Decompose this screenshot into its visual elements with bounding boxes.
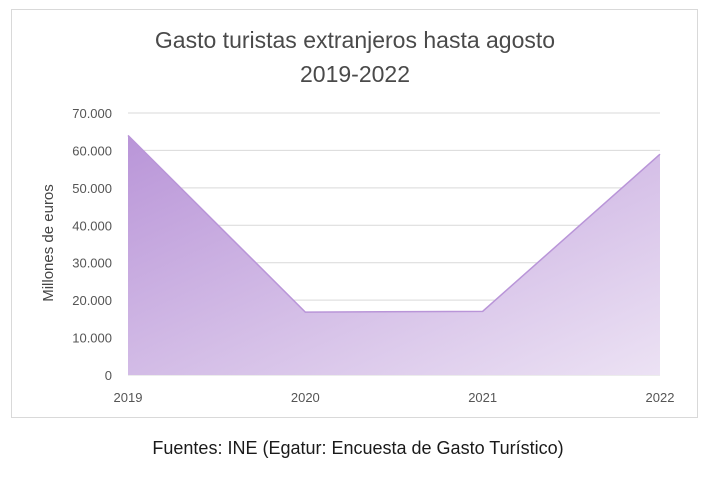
y-axis-title: Millones de euros <box>40 184 57 302</box>
y-tick-label: 0 <box>105 368 112 383</box>
y-tick-label: 60.000 <box>72 143 112 158</box>
x-tick-label: 2022 <box>646 390 675 405</box>
y-tick-label: 50.000 <box>72 181 112 196</box>
y-tick-label: 40.000 <box>72 218 112 233</box>
x-tick-label: 2020 <box>291 390 320 405</box>
y-tick-label: 30.000 <box>72 256 112 271</box>
y-tick-label: 70.000 <box>72 106 112 121</box>
chart-title-line-2: 2019-2022 <box>300 61 410 87</box>
y-tick-label: 10.000 <box>72 331 112 346</box>
y-tick-label: 20.000 <box>72 293 112 308</box>
x-tick-label: 2019 <box>114 390 143 405</box>
source-note: Fuentes: INE (Egatur: Encuesta de Gasto … <box>152 438 564 458</box>
chart-title-line-1: Gasto turistas extranjeros hasta agosto <box>155 27 555 53</box>
area-fill <box>128 135 660 375</box>
x-tick-label: 2021 <box>468 390 497 405</box>
series-line <box>127 134 661 313</box>
